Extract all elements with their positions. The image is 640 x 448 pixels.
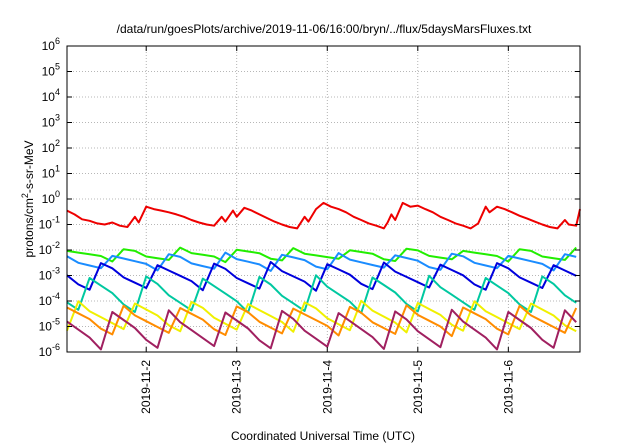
y-tick-label: 101: [42, 164, 60, 181]
y-tick-label: 105: [42, 62, 60, 79]
y-tick-label: 100: [42, 189, 60, 206]
y-tick-label: 10-1: [39, 215, 60, 232]
series-line: [66, 246, 577, 264]
x-tick-label: 2019-11-2: [139, 360, 153, 414]
chart-title: /data/run/goesPlots/archive/2019-11-06/1…: [117, 22, 532, 36]
y-tick-label: 10-2: [39, 240, 60, 257]
y-tick-label: 10-6: [39, 342, 60, 359]
x-ticks: 2019-11-2 2019-11-3 2019-11-4 2019-11-5 2019…: [139, 46, 515, 414]
x-tick-label: 2019-11-6: [501, 360, 515, 414]
y-tick-label: 10-3: [39, 266, 60, 283]
y-tick-label: 106: [42, 36, 60, 53]
plot-frame: [66, 45, 581, 353]
y-ticks: 10-6 10-5 10-4 10-3 10-2 10-1 100 101 102 103 104 1…: [39, 36, 580, 359]
x-axis-label: Coordinated Universal Time (UTC): [231, 429, 415, 443]
y-tick-label: 102: [42, 138, 60, 155]
y-tick-label: 10-4: [39, 291, 60, 308]
y-tick-label: 104: [42, 87, 60, 104]
x-tick-label: 2019-11-3: [230, 360, 244, 414]
series-line: [66, 304, 578, 338]
series-layer: [66, 201, 581, 351]
y-axis-label: protons/cm2-s-sr-MeV: [20, 140, 36, 257]
series-line: [66, 274, 577, 315]
series-line: [66, 308, 577, 351]
y-tick-label: 103: [42, 113, 60, 130]
series-line: [66, 251, 577, 272]
grid: [67, 46, 580, 352]
series-line: [66, 201, 581, 230]
x-tick-label: 2019-11-5: [411, 360, 425, 414]
y-tick-label: 10-5: [39, 317, 60, 334]
series-line: [66, 261, 577, 292]
x-tick-label: 2019-11-4: [320, 360, 334, 414]
series-line: [66, 299, 577, 334]
